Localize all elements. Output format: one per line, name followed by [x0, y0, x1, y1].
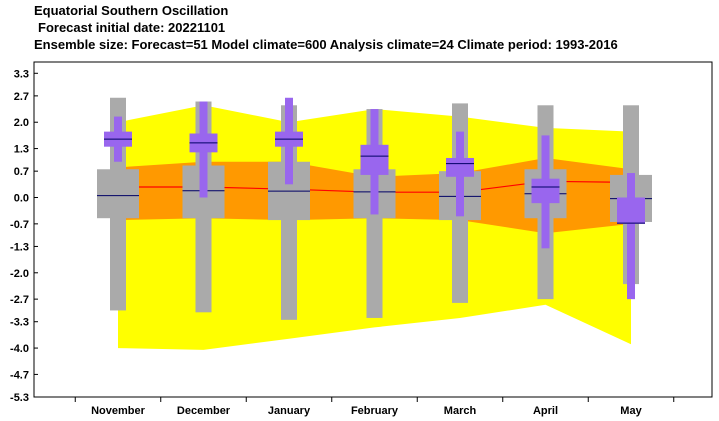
- x-tick-label-5: April: [533, 405, 558, 417]
- y-tick-label-5: 0.0: [14, 193, 29, 205]
- y-tick-label-13: -5.3: [10, 392, 29, 404]
- y-tick-label-11: -4.0: [10, 343, 29, 355]
- forecast-date-line: Forecast initial date: 20221101: [38, 20, 226, 35]
- chart-title: Equatorial Southern Oscillation: [34, 3, 229, 18]
- x-tick-label-4: March: [444, 405, 477, 417]
- forecast-box-3: [360, 144, 389, 175]
- y-tick-label-1: 2.7: [14, 91, 29, 103]
- box-plots: [97, 97, 652, 320]
- forecast-box-6: [617, 197, 645, 224]
- model-box-0: [97, 169, 139, 219]
- x-tick-label-0: November: [91, 405, 146, 417]
- y-tick-label-12: -4.7: [10, 369, 29, 381]
- forecast-whisker-6: [627, 173, 635, 300]
- x-tick-label-6: May: [620, 405, 642, 417]
- axes: 3.3 2.7 2.0 1.3 0.7 0.0 -0.7 -1.3 -2.0 -2.7 -3.3 -4…: [10, 61, 713, 417]
- forecast-box-5: [531, 178, 560, 204]
- y-tick-label-4: 0.7: [14, 166, 29, 178]
- y-tick-label-9: -2.7: [10, 294, 29, 306]
- y-tick-label-7: -1.3: [10, 241, 29, 253]
- y-tick-label-6: -0.7: [10, 219, 29, 231]
- forecast-box-4: [446, 157, 474, 177]
- y-tick-label-0: 3.3: [14, 68, 29, 80]
- ensemble-info-line: Ensemble size: Forecast=51 Model climate…: [34, 37, 618, 52]
- y-tick-label-3: 1.3: [14, 144, 29, 156]
- y-tick-label-2: 2.0: [14, 117, 29, 129]
- y-tick-label-10: -3.3: [10, 317, 29, 329]
- x-tick-label-1: December: [177, 405, 231, 417]
- plot-frame: [33, 61, 713, 398]
- x-tick-label-3: February: [351, 405, 399, 417]
- y-tick-label-8: -2.0: [10, 268, 29, 280]
- x-tick-label-2: January: [268, 405, 311, 417]
